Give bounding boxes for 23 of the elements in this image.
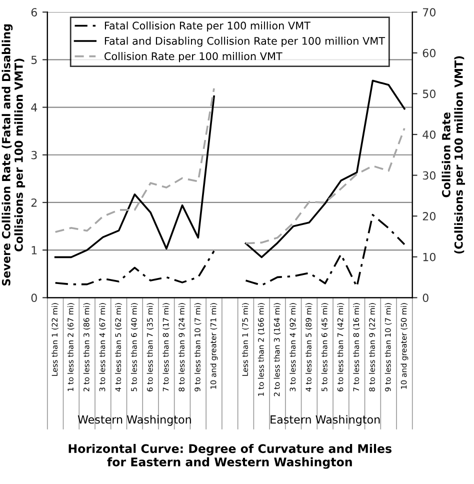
y2-axis-title: Collision Rate (Collisions per 100 million VMT) [442,56,465,254]
y-tick-label: 4 [31,103,38,112]
y2-tick-label: 70 [423,8,436,16]
y-tick-label: 3 [31,150,37,160]
text: Western Washington [78,415,191,426]
y-axis-title: Severe Collision Rate (Fatal and Disabling Collisions per 100 million VMT) [2,24,26,286]
legend-label: Fatal and Disabling Collision Rate per 100 million VMT [104,36,386,47]
y-tick-label: 5 [31,56,37,64]
y-tick-label: 6 [31,8,37,16]
y2-tick-label: 60 [422,48,436,58]
y-tick-label: 0 [31,294,37,302]
y2-tick-label: 10 [423,252,436,262]
y2-tick-label: 30 [422,171,436,180]
y2-tick-label: 50 [422,90,436,98]
legend-label: Fatal Collision Rate per 100 million VMT [104,21,310,32]
y-tick-label: 1 [32,246,37,254]
y-tick-label: 2 [31,198,37,207]
y2-tick-label: 0 [422,294,428,302]
legend-label: Collision Rate per 100 million VMT [104,52,282,62]
x-axis-title: Horizontal Curve: Degree of Curvature and Miles for Eastern and Western Washington [68,444,392,469]
text: Eastern Washington [270,415,380,426]
y2-tick-label: 20 [422,212,436,220]
y2-tick-label: 40 [422,130,436,139]
